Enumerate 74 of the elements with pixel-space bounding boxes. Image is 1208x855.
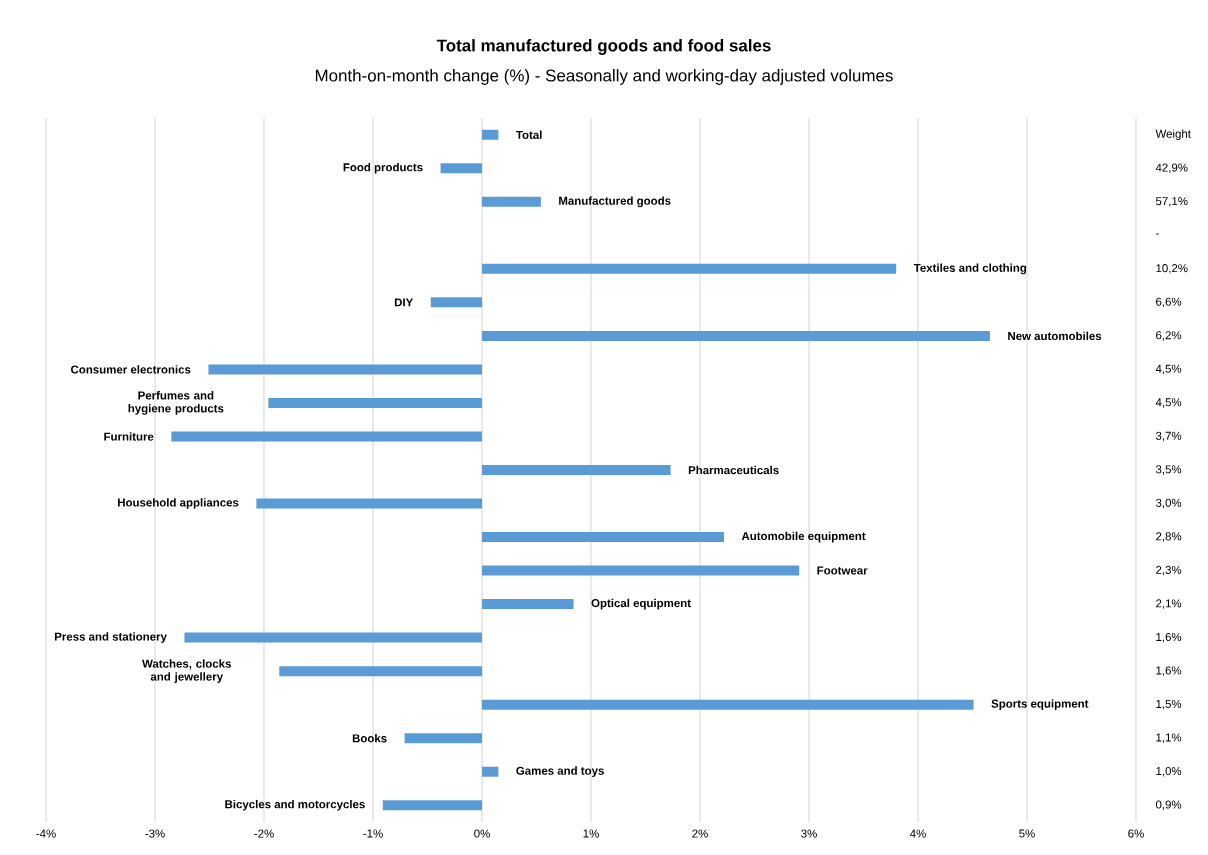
text: 2,8%: [1156, 532, 1182, 542]
bar: [482, 129, 499, 140]
y-tick-label: Bicycles and motorcycles: [225, 799, 365, 811]
chart-title: Total manufactured goods and food sales: [436, 39, 771, 55]
y-tick-label: Household appliances: [118, 498, 239, 509]
y-tick-label: Pharmaceuticals: [688, 465, 779, 475]
y-tick-label: New automobiles: [1008, 331, 1102, 341]
x-tick-label: 2%: [692, 829, 708, 838]
text: 2,3%: [1156, 565, 1182, 576]
y-tick-label: Games and toys: [516, 766, 604, 778]
x-tick-label: 3%: [801, 829, 817, 838]
x-tick-label: -4%: [36, 829, 56, 838]
bar: [482, 263, 897, 274]
y-tick-label: Optical equipment: [591, 598, 691, 610]
chart-subtitle: Month-on-month change (%) - Seasonally and working-day adjusted volumes: [315, 69, 893, 85]
bar: [482, 330, 990, 341]
x-tick-label: 0%: [474, 829, 490, 838]
x-tick-label: -1%: [363, 829, 383, 838]
y-tick-label: Consumer electronics: [71, 365, 191, 374]
y-tick-label: Textiles and clothing: [913, 263, 1027, 275]
y-tick-label: Sports equipment: [991, 699, 1089, 710]
bar: [256, 498, 482, 509]
text: 3,0%: [1155, 498, 1182, 509]
text: 6,2%: [1156, 331, 1182, 341]
bar: [184, 632, 482, 643]
x-tick-label: 4%: [909, 829, 926, 838]
y-tick-label: DIY: [394, 298, 414, 307]
y-tick-label: Footwear: [817, 566, 868, 575]
bar: [404, 733, 482, 744]
bar: [268, 397, 482, 408]
bar: [482, 532, 724, 543]
y-tick-label: Automobile equipment: [741, 531, 866, 543]
y-tick-label: Books: [352, 733, 387, 743]
x-tick-label: -3%: [145, 829, 165, 838]
text: 10,2%: [1156, 264, 1188, 274]
text: 1,0%: [1156, 766, 1182, 777]
x-tick-label: -2%: [254, 829, 274, 838]
y-tick-label: Watches, clocks and jewellery: [142, 659, 231, 683]
text: -: [1156, 233, 1159, 235]
text: 0,9%: [1155, 800, 1182, 810]
y-tick-label: Furniture: [104, 432, 154, 441]
x-tick-label: 6%: [1128, 829, 1144, 838]
y-tick-label: Press and stationery: [54, 632, 167, 643]
bar: [482, 565, 800, 576]
bar: [171, 431, 482, 442]
bar: [430, 297, 482, 308]
bar: [279, 666, 482, 677]
text: 1,6%: [1156, 666, 1182, 676]
text: 1,1%: [1156, 733, 1182, 743]
text: Weight: [1155, 129, 1191, 141]
text: 1,5%: [1156, 699, 1182, 710]
y-tick-label: Perfumes and hygiene products: [128, 391, 224, 415]
bar: [482, 464, 671, 475]
text: 4,5%: [1155, 364, 1182, 375]
text: 57,1%: [1155, 197, 1188, 207]
bar: [482, 699, 974, 710]
bar: [482, 196, 541, 207]
bar: [208, 364, 482, 375]
x-tick-label: 1%: [583, 829, 599, 838]
bar: [382, 800, 482, 811]
y-tick-label: Manufactured goods: [559, 196, 671, 208]
text: 1,6%: [1156, 632, 1182, 643]
x-tick-label: 5%: [1019, 829, 1035, 838]
text: 6,6%: [1156, 297, 1182, 308]
bar: [440, 163, 482, 174]
bar: [482, 599, 574, 610]
text: 2,1%: [1156, 599, 1182, 609]
text: 4,5%: [1155, 398, 1182, 408]
y-tick-label: Food products: [343, 162, 423, 174]
bar: [482, 766, 499, 777]
text: 3,5%: [1155, 465, 1182, 475]
y-tick-label: Total: [515, 130, 542, 139]
text: 3,7%: [1155, 431, 1182, 442]
text: 42,9%: [1155, 163, 1188, 174]
